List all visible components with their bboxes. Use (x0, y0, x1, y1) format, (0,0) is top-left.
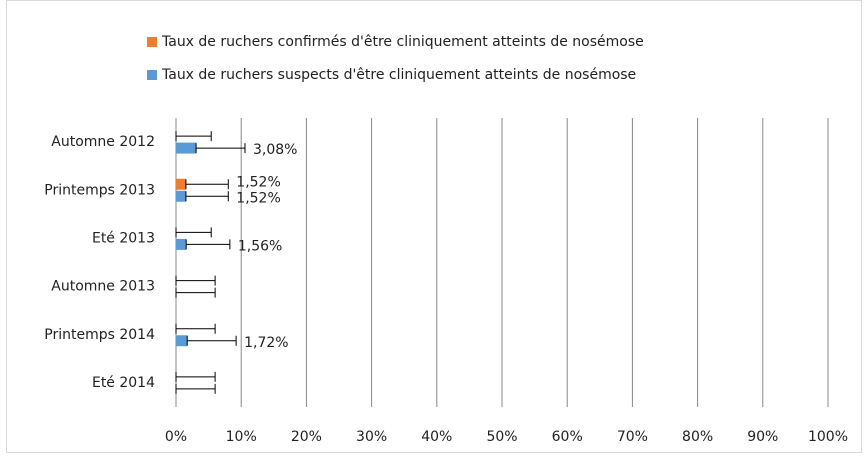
x-tick-label: 100% (808, 429, 848, 445)
data-label: 1,52% (236, 190, 280, 206)
data-label: 1,56% (238, 238, 282, 254)
x-tick-label: 40% (421, 429, 452, 445)
bar (176, 178, 186, 190)
y-tick-label: Printemps 2014 (44, 327, 155, 343)
bar (176, 335, 188, 347)
error-bar (175, 323, 216, 334)
y-tick-label: Printemps 2013 (44, 182, 155, 198)
x-tick-label: 30% (356, 429, 387, 445)
y-tick-label: Eté 2014 (92, 375, 155, 391)
x-tick-label: 50% (486, 429, 517, 445)
error-bar (186, 335, 237, 346)
legend-label: Taux de ruchers confirmés d'être cliniqu… (161, 34, 644, 50)
data-label: 1,52% (236, 174, 280, 190)
x-tick-label: 80% (682, 429, 713, 445)
x-tick-label: 0% (165, 429, 187, 445)
y-tick-label: Automne 2012 (51, 134, 155, 150)
error-bar (185, 239, 231, 250)
x-tick-label: 60% (552, 429, 583, 445)
bar (176, 190, 186, 202)
legend-swatch (147, 70, 157, 80)
error-bar (175, 371, 216, 382)
error-bar (175, 227, 212, 238)
y-tick-label: Automne 2013 (51, 279, 155, 295)
error-bar (195, 143, 246, 154)
error-bar (175, 287, 216, 298)
legend-swatch (147, 37, 157, 47)
y-tick-label: Eté 2013 (92, 230, 155, 246)
x-tick-label: 20% (291, 429, 322, 445)
x-tick-label: 90% (747, 429, 778, 445)
error-bar (175, 275, 216, 286)
bar (176, 142, 197, 154)
legend-label: Taux de ruchers suspects d'être clinique… (161, 67, 636, 83)
data-label: 3,08% (253, 142, 297, 158)
data-label: 1,72% (244, 335, 288, 351)
error-bar (175, 131, 212, 142)
bar (176, 238, 187, 250)
error-bar (185, 179, 229, 190)
error-bar (175, 383, 216, 394)
x-tick-label: 10% (226, 429, 257, 445)
error-bar (185, 191, 229, 202)
x-tick-label: 70% (617, 429, 648, 445)
